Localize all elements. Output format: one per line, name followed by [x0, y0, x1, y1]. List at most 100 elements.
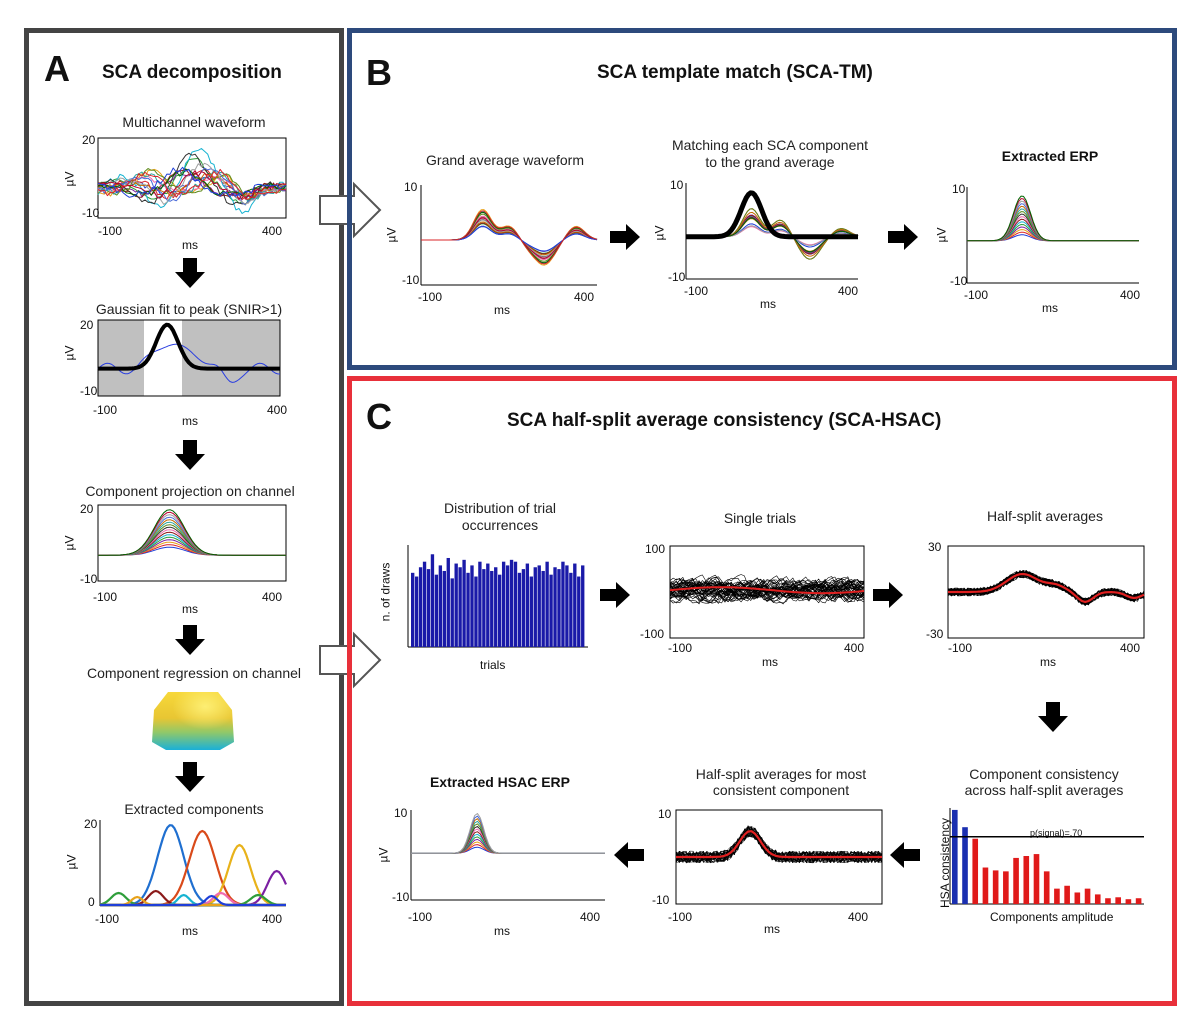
- erp-trace: [411, 820, 605, 854]
- erp-trace: [411, 823, 605, 854]
- erp-trace: [967, 198, 1139, 242]
- right-arrow-icon: [610, 224, 640, 250]
- plot-frame: [97, 137, 287, 219]
- a-gaussian-ylabel: µV: [62, 345, 77, 361]
- single-trial-trace: [669, 576, 865, 603]
- mean-trace: [676, 830, 882, 859]
- erp-trace: [411, 836, 605, 854]
- trial-bar: [482, 569, 486, 647]
- trial-bar: [521, 569, 526, 647]
- panel-a: [24, 28, 344, 1006]
- c-most-ymin: -10: [652, 893, 670, 907]
- a-multichannel-xmax: 400: [262, 224, 283, 238]
- consistency-bar: [1084, 888, 1091, 904]
- b-matching-plot: [685, 183, 859, 280]
- b-matching-xmin: -100: [684, 284, 709, 298]
- b-grand-ymax: 10: [404, 180, 418, 194]
- b-matching-title-2: to the grand average: [705, 154, 835, 170]
- trial-bar: [505, 565, 510, 647]
- trial-bar: [434, 574, 439, 647]
- b-matching-ymin: -10: [668, 270, 686, 284]
- erp-trace: [967, 234, 1139, 242]
- trial-bar: [577, 576, 581, 647]
- erp-trace: [967, 221, 1139, 242]
- panel-c: [347, 376, 1177, 1006]
- b-grand-ylabel: µV: [384, 227, 399, 243]
- trial-bar: [581, 565, 585, 647]
- c-hsac-ylabel: µV: [376, 847, 391, 863]
- a-projection-xlabel: ms: [182, 602, 198, 616]
- trial-bar: [411, 572, 415, 647]
- erp-trace: [967, 208, 1139, 242]
- half-split-trace: [675, 826, 883, 864]
- b-matching-xmax: 400: [838, 284, 859, 298]
- trial-bar: [430, 554, 435, 647]
- consistency-bar: [1064, 885, 1070, 904]
- erp-trace: [411, 826, 605, 854]
- half-split-trace: [947, 573, 1145, 602]
- right-arrow-icon: [873, 582, 903, 608]
- c-consistency-xlabel: Components amplitude: [990, 910, 1114, 924]
- c-halfsplit-ymin: -30: [926, 627, 944, 641]
- consistency-bar: [1013, 857, 1019, 904]
- template-gaussian-line: [685, 190, 859, 240]
- erp-trace: [967, 229, 1139, 242]
- single-trial-trace: [669, 582, 865, 600]
- c-halfsplit-title: Half-split averages: [987, 508, 1103, 524]
- panel-a-title: SCA decomposition: [102, 62, 282, 83]
- b-grand-ymin: -10: [402, 273, 420, 287]
- half-split-trace: [947, 571, 1145, 605]
- channel-trace: [97, 152, 287, 205]
- trial-bar: [545, 561, 549, 647]
- trial-bar: [414, 576, 419, 647]
- component-curve: [100, 894, 286, 907]
- single-trial-trace: [669, 578, 865, 600]
- c-halfsplit-plot: [947, 545, 1145, 639]
- half-split-trace: [947, 572, 1145, 603]
- erp-trace: [411, 815, 605, 854]
- single-trial-trace: [669, 575, 865, 604]
- erp-trace: [967, 195, 1139, 242]
- left-arrow-icon: [614, 842, 644, 868]
- b-matching-ylabel: µV: [652, 225, 667, 241]
- trial-bar: [541, 570, 545, 647]
- b-extracted-title: Extracted ERP: [1001, 148, 1099, 164]
- consistency-bar: [1074, 892, 1081, 904]
- b-extracted-ymin: -10: [950, 274, 968, 288]
- a-gaussian-title: Gaussian fit to peak (SNIR>1): [95, 301, 283, 317]
- trial-bar: [498, 574, 502, 647]
- a-projection-ymin: -10: [80, 572, 98, 586]
- b-extracted-xmin: -100: [964, 288, 989, 302]
- c-most-plot: [675, 809, 883, 905]
- c-consistency-chart: [949, 808, 1144, 905]
- down-arrow-icon: [175, 625, 205, 655]
- consistency-bar: [1023, 856, 1030, 904]
- consistency-bar: [1135, 898, 1142, 904]
- trial-bar: [573, 563, 577, 647]
- channel-trace: [97, 162, 287, 205]
- half-split-trace: [947, 571, 1145, 603]
- a-multichannel-title: Multichannel waveform: [122, 114, 266, 130]
- c-most-xmax: 400: [848, 910, 869, 924]
- erp-trace: [411, 818, 605, 854]
- erp-trace: [967, 205, 1139, 242]
- trial-bar: [561, 561, 565, 647]
- b-grand-plot: [420, 185, 598, 286]
- grand-average-trace: [421, 217, 598, 259]
- c-single-ymin: -100: [640, 627, 665, 641]
- a-extracted-xlabel: ms: [182, 924, 198, 938]
- a-projection-xmin: -100: [93, 590, 118, 604]
- mean-trace: [948, 572, 1145, 603]
- c-distribution-xlabel: trials: [480, 658, 506, 672]
- panel-b-letter: B: [366, 52, 392, 93]
- down-arrow-icon: [175, 258, 205, 288]
- scalp-topography-icon: [152, 692, 234, 750]
- half-split-trace: [947, 570, 1145, 606]
- c-single-ymax: 100: [645, 542, 666, 556]
- a-multichannel-ylabel: µV: [62, 171, 77, 187]
- trial-bar: [553, 567, 557, 647]
- erp-trace: [411, 841, 605, 854]
- trial-bar: [529, 576, 533, 647]
- consistency-bar: [1043, 871, 1050, 904]
- c-halfsplit-xmax: 400: [1120, 641, 1141, 655]
